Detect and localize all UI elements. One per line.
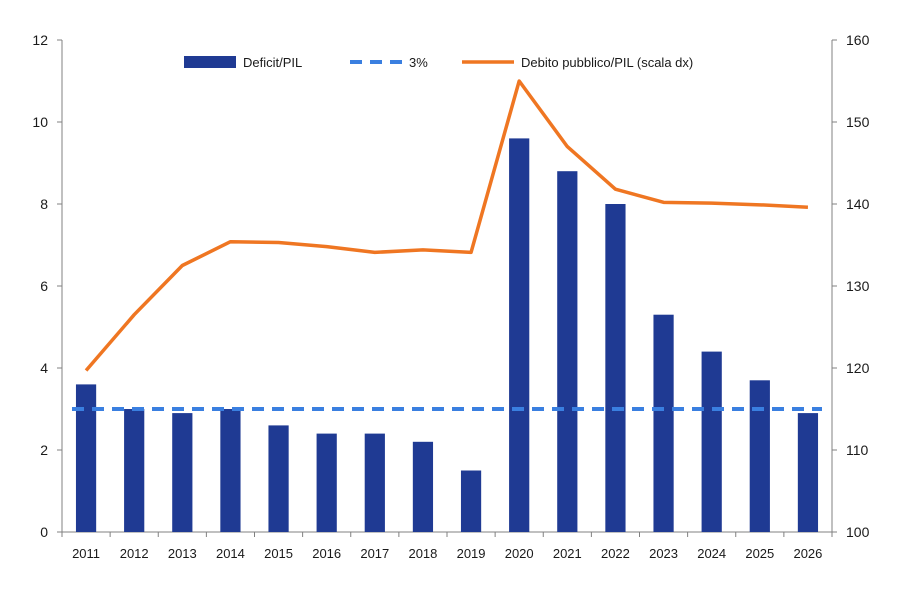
- bar-deficit-pil: [557, 171, 578, 532]
- x-tick-label: 2016: [312, 546, 341, 561]
- bar-deficit-pil: [220, 409, 241, 532]
- legend-label-deficit-pil: Deficit/PIL: [243, 55, 302, 70]
- bar-deficit-pil: [701, 351, 722, 532]
- y-left-tick-label: 12: [32, 32, 48, 48]
- bar-deficit-pil: [75, 384, 97, 532]
- legend-label-3-percent: 3%: [409, 55, 428, 70]
- y-right-tick-label: 120: [846, 360, 870, 376]
- bar-deficit-pil: [749, 380, 770, 532]
- x-tick-label: 2011: [72, 546, 100, 561]
- bar-deficit-pil: [412, 441, 434, 532]
- legend-label-debito-pil: Debito pubblico/PIL (scala dx): [521, 55, 693, 70]
- y-left-tick-label: 10: [32, 114, 48, 130]
- bar-deficit-pil: [653, 314, 674, 532]
- bar-deficit-pil: [605, 204, 626, 532]
- x-tick-label: 2020: [505, 546, 534, 561]
- y-left-tick-label: 8: [40, 196, 48, 212]
- x-tick-label: 2013: [168, 546, 197, 561]
- bar-deficit-pil: [268, 425, 289, 532]
- y-right-tick-label: 140: [846, 196, 870, 212]
- y-left-tick-label: 0: [40, 524, 48, 540]
- x-tick-label: 2024: [697, 546, 726, 561]
- y-left-tick-label: 4: [40, 360, 48, 376]
- x-tick-label: 2015: [264, 546, 293, 561]
- x-tick-label: 2012: [120, 546, 149, 561]
- x-tick-label: 2023: [649, 546, 678, 561]
- x-tick-label: 2018: [408, 546, 437, 561]
- bar-deficit-pil: [509, 138, 530, 532]
- line-debito-pil: [84, 79, 809, 372]
- y-left-tick-label: 2: [40, 442, 48, 458]
- bar-deficit-pil: [316, 433, 337, 532]
- x-tick-label: 2019: [457, 546, 486, 561]
- y-left-tick-label: 6: [40, 278, 48, 294]
- bar-deficit-pil: [124, 409, 145, 532]
- x-tick-label: 2025: [745, 546, 774, 561]
- bar-deficit-pil: [797, 413, 819, 532]
- y-right-tick-label: 160: [846, 32, 870, 48]
- x-tick-label: 2014: [216, 546, 245, 561]
- x-tick-label: 2021: [553, 546, 582, 561]
- y-right-tick-label: 150: [846, 114, 870, 130]
- x-tick-label: 2022: [601, 546, 630, 561]
- bar-deficit-pil: [172, 413, 193, 532]
- legend-swatch-deficit-pil: [184, 56, 236, 68]
- bar-deficit-pil: [460, 470, 482, 532]
- y-right-tick-label: 110: [846, 442, 869, 458]
- x-tick-label: 2017: [360, 546, 389, 561]
- y-right-tick-label: 100: [846, 524, 870, 540]
- y-right-tick-label: 130: [846, 278, 870, 294]
- x-tick-label: 2026: [793, 546, 822, 561]
- bar-deficit-pil: [364, 433, 385, 532]
